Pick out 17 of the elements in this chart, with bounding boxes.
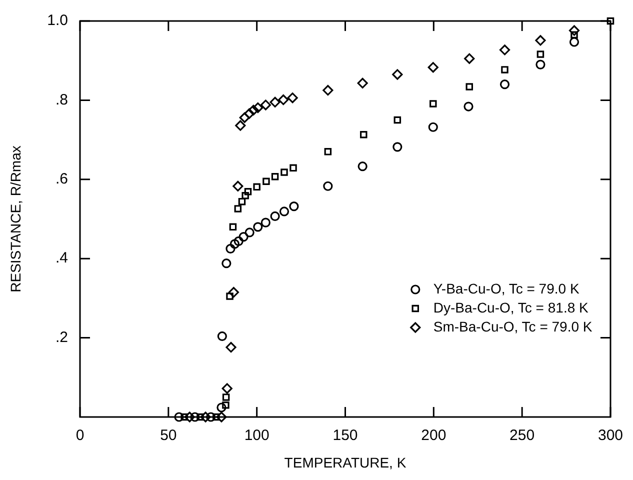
y-tick-label: 1.0 — [47, 12, 68, 30]
x-tick-label: 150 — [332, 427, 358, 444]
legend-label: Y-Ba-Cu-O, Tc = 79.0 K — [433, 280, 580, 296]
legend-label: Sm-Ba-Cu-O, Tc = 79.0 K — [433, 318, 593, 334]
x-tick-label: 200 — [421, 427, 446, 444]
x-tick-label: 250 — [510, 427, 535, 444]
x-tick-label: 100 — [244, 427, 270, 444]
y-tick-label: .6 — [55, 170, 68, 188]
x-tick-label: 300 — [598, 427, 623, 444]
legend-label: Dy-Ba-Cu-O, Tc = 81.8 K — [433, 299, 590, 316]
x-axis-title: TEMPERATURE, K — [284, 454, 407, 470]
x-tick-label: 50 — [160, 427, 177, 444]
y-tick-label: .8 — [55, 91, 68, 108]
y-tick-label: .2 — [55, 328, 68, 346]
y-tick-label: .4 — [55, 250, 68, 267]
x-tick-label: 0 — [76, 427, 84, 444]
y-axis-title: RESISTANCE, R/Rmax — [7, 146, 24, 292]
